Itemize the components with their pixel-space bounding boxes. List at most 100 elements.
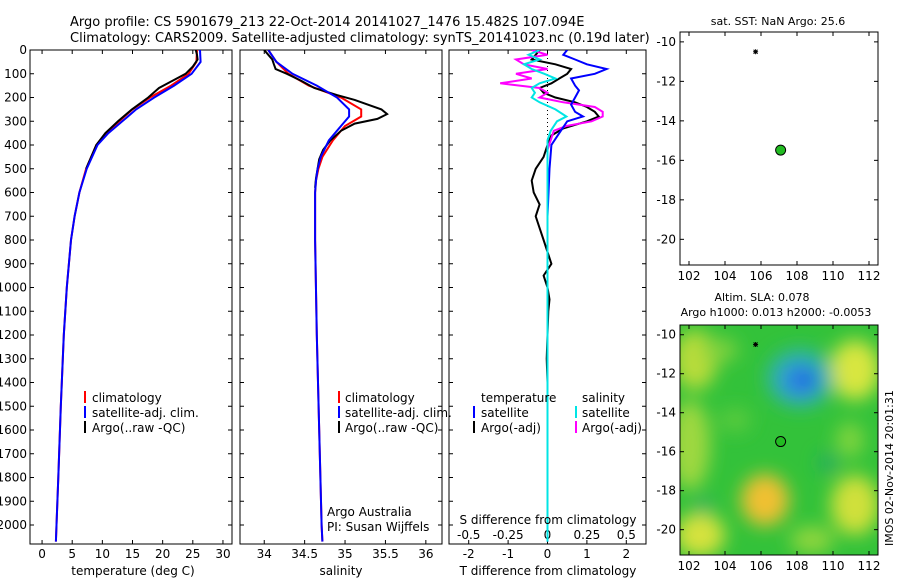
temperature-lines — [54, 50, 202, 542]
sst-map-ticks: 102 104 106 108 110 112 -10 -12 -14 -16 -18 -20 — [656, 32, 880, 283]
legend-label-argo: Argo(..raw -QC) — [345, 421, 438, 435]
temperature-legend: climatology satellite-adj. clim. Argo(..… — [84, 391, 199, 435]
map-x-tick-label: 110 — [822, 559, 845, 573]
depth-tick-label: 700 — [4, 209, 27, 223]
map-x-tick-label: 104 — [714, 559, 737, 573]
sla-map-panel: Altim. SLA: 0.078 Argo h1000: 0.013 h200… — [656, 291, 880, 573]
series-line-argo — [85, 50, 199, 170]
x-tick-label-s: -0.5 — [457, 528, 480, 542]
series-line-satellite — [54, 50, 202, 542]
x-tick-label-s: 0.25 — [574, 528, 601, 542]
x-tick-label: 1 — [583, 547, 591, 561]
depth-tick-label: 1300 — [0, 352, 27, 366]
salinity-xlabel: salinity — [319, 564, 362, 578]
map-x-tick-label: 106 — [750, 559, 773, 573]
depth-tick-label: 300 — [4, 114, 27, 128]
x-tick-label-s: 0.5 — [617, 528, 636, 542]
legend-title-temperature: temperature — [481, 391, 556, 405]
legend-label-satellite: satellite-adj. clim. — [92, 406, 199, 420]
series-line-argo — [263, 50, 389, 188]
map-x-tick-label: 108 — [786, 559, 809, 573]
difference-lines — [500, 50, 610, 542]
x-tick-label: 34.5 — [291, 547, 318, 561]
map-x-tick-label: 106 — [750, 269, 773, 283]
depth-tick-label: 1400 — [0, 376, 27, 390]
argo-position-marker — [775, 144, 787, 156]
legend-label-s-argo: Argo(-adj) — [582, 421, 642, 435]
depth-tick-label: 2000 — [0, 518, 27, 532]
sla-map-axes-box — [679, 324, 879, 556]
sla-map-subtitle: Argo h1000: 0.013 h2000: -0.0053 — [681, 306, 872, 319]
legend-label-argo: Argo(..raw -QC) — [92, 421, 185, 435]
map-x-tick-label: 104 — [714, 269, 737, 283]
legend-label-t-satellite: satellite — [481, 406, 529, 420]
x-tick-label: 2 — [622, 547, 630, 561]
depth-tick-label: 200 — [4, 91, 27, 105]
x-tick-label: 15 — [125, 547, 140, 561]
depth-tick-label: 1600 — [0, 423, 27, 437]
series-line-s-satellite — [521, 50, 569, 542]
depth-tick-label: 900 — [4, 257, 27, 271]
legend-label-t-argo: Argo(-adj) — [481, 421, 541, 435]
depth-tick-label: 1900 — [0, 494, 27, 508]
x-tick-label: -2 — [463, 547, 475, 561]
difference-legend: temperature satellite Argo(-adj) salinit… — [473, 391, 642, 435]
depth-tick-label: 1200 — [0, 328, 27, 342]
map-y-tick-label: -18 — [656, 484, 676, 498]
x-tick-label: 5 — [68, 547, 76, 561]
x-tick-label-s: -0.25 — [493, 528, 524, 542]
legend-title-salinity: salinity — [582, 391, 625, 405]
difference-xlabel: T difference from climatology — [459, 564, 637, 578]
depth-tick-label: 600 — [4, 186, 27, 200]
legend-label-s-satellite: satellite — [582, 406, 630, 420]
depth-tick-label: 100 — [4, 67, 27, 81]
map-y-tick-label: -12 — [656, 367, 676, 381]
difference-xlabel-top: S difference from climatology — [460, 513, 637, 527]
series-line-satellite — [267, 50, 351, 542]
argo-position-marker — [775, 436, 787, 448]
map-y-tick-label: -14 — [656, 114, 676, 128]
legend-label-climatology: climatology — [345, 391, 415, 405]
temperature-axes-box — [29, 49, 233, 545]
x-tick-label: -1 — [502, 547, 514, 561]
series-line-s-argo — [500, 50, 604, 169]
sst-map-points — [753, 49, 787, 156]
map-y-tick-label: -10 — [656, 328, 676, 342]
x-tick-label: 20 — [155, 547, 170, 561]
series-line-climatology — [54, 50, 198, 542]
depth-tick-label: 1000 — [0, 281, 27, 295]
depth-tick-label: 400 — [4, 138, 27, 152]
salinity-legend: climatology satellite-adj. clim. Argo(..… — [338, 391, 452, 435]
map-x-tick-label: 102 — [678, 269, 701, 283]
previous-position-marker — [753, 341, 759, 347]
x-tick-label: 0 — [38, 547, 46, 561]
depth-tick-label: 800 — [4, 233, 27, 247]
map-x-tick-label: 102 — [678, 559, 701, 573]
map-y-tick-label: -12 — [656, 74, 676, 88]
x-tick-label: 36 — [418, 547, 433, 561]
depth-tick-label: 1100 — [0, 304, 27, 318]
map-x-tick-label: 108 — [786, 269, 809, 283]
previous-position-marker — [753, 49, 759, 55]
legend-label-satellite: satellite-adj. clim. — [345, 406, 452, 420]
depth-tick-label: 1700 — [0, 447, 27, 461]
annotation-institution: Argo Australia — [327, 505, 412, 519]
x-tick-label: 34 — [257, 547, 272, 561]
salinity-panel: 34 34.5 35 35.5 36 salinity climatology sate… — [239, 49, 452, 578]
sst-map-title: sat. SST: NaN Argo: 25.6 — [711, 15, 845, 28]
legend-label-climatology: climatology — [92, 391, 162, 405]
x-tick-label: 35 — [337, 547, 352, 561]
sla-map-ticks: 102 104 106 108 110 112 -10 -12 -14 -16 -18 -20 — [656, 325, 880, 573]
depth-axis: 0 100 200 300 400 500 600 700 800 900 1000 1100 1200… — [0, 43, 646, 532]
map-x-tick-label: 112 — [858, 559, 881, 573]
map-x-tick-label: 110 — [822, 269, 845, 283]
depth-tick-label: 1500 — [0, 399, 27, 413]
sst-map-panel: sat. SST: NaN Argo: 25.6 102 104 106 108 110… — [656, 15, 880, 283]
map-y-tick-label: -18 — [656, 193, 676, 207]
map-y-tick-label: -16 — [656, 445, 676, 459]
map-y-tick-label: -20 — [656, 523, 676, 537]
x-tick-label: 0 — [544, 547, 552, 561]
